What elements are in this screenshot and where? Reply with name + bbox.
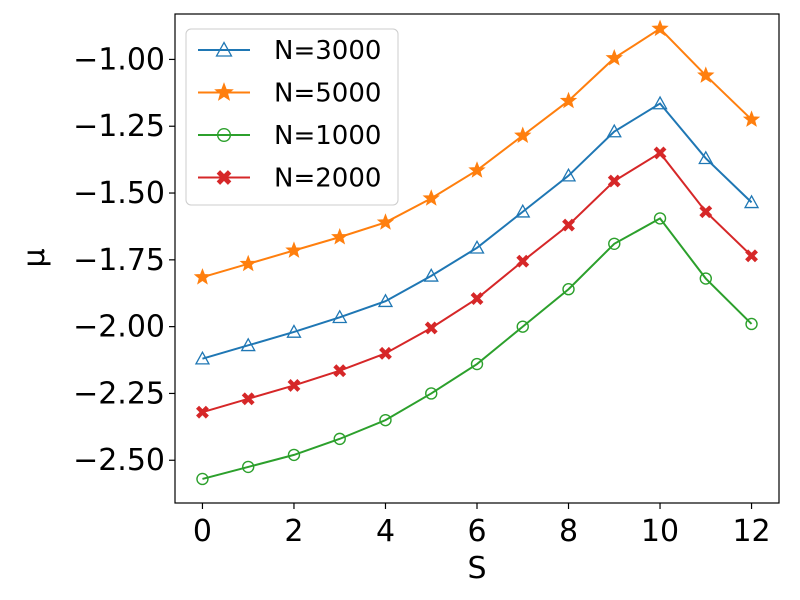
data-point bbox=[697, 66, 715, 83]
data-point bbox=[424, 321, 438, 335]
y-tick-label: −2.25 bbox=[73, 376, 165, 411]
y-tick-label: −2.50 bbox=[73, 443, 165, 478]
legend-item: N=3000 bbox=[198, 36, 381, 66]
legend-marker bbox=[214, 82, 234, 101]
legend-label: N=5000 bbox=[274, 79, 381, 109]
legend-marker bbox=[216, 127, 232, 143]
legend-item: N=2000 bbox=[198, 164, 381, 194]
data-point bbox=[516, 254, 530, 268]
data-point bbox=[652, 95, 668, 110]
legend-label: N=2000 bbox=[274, 164, 381, 194]
y-tick-label: −1.00 bbox=[73, 42, 165, 77]
ticks-layer: 0 2 4 6 8 10 12 −2.50 −2.25 −2.00 −1.75 −1.50 −1.25 −… bbox=[73, 42, 771, 549]
data-point bbox=[196, 405, 209, 419]
legend-marker bbox=[216, 170, 232, 185]
data-point bbox=[699, 272, 712, 285]
y-tick-label: −2.00 bbox=[73, 310, 165, 345]
legend-item: N=5000 bbox=[198, 79, 381, 109]
x-tick-label: 4 bbox=[376, 514, 395, 549]
data-point bbox=[515, 203, 531, 218]
series-n-3000 bbox=[194, 95, 760, 365]
data-point bbox=[286, 324, 302, 338]
data-point bbox=[422, 189, 440, 206]
data-point bbox=[379, 346, 392, 360]
data-point bbox=[653, 146, 667, 160]
data-point bbox=[742, 110, 761, 127]
y-tick-label: −1.75 bbox=[73, 243, 165, 278]
data-point bbox=[331, 227, 349, 245]
data-point bbox=[562, 283, 575, 296]
data-point bbox=[745, 317, 758, 331]
data-point bbox=[469, 239, 485, 254]
data-point bbox=[514, 126, 532, 143]
x-tick-label: 6 bbox=[467, 514, 486, 549]
data-point bbox=[606, 123, 622, 138]
data-point bbox=[423, 268, 439, 282]
data-point bbox=[470, 292, 484, 306]
data-point bbox=[516, 320, 529, 333]
data-point bbox=[745, 249, 758, 263]
series-n-1000 bbox=[196, 212, 758, 486]
series-layer bbox=[193, 19, 761, 486]
data-point bbox=[196, 472, 209, 486]
data-point bbox=[699, 205, 713, 219]
x-tick-label: 8 bbox=[559, 514, 578, 549]
data-point bbox=[287, 379, 301, 392]
legend-frame bbox=[185, 28, 399, 206]
data-point bbox=[333, 432, 346, 446]
y-tick-label: −1.25 bbox=[73, 109, 165, 144]
series-n-5000 bbox=[193, 19, 761, 285]
data-point bbox=[242, 460, 255, 474]
data-point bbox=[194, 350, 211, 365]
data-point bbox=[559, 91, 578, 109]
legend-label: N=1000 bbox=[274, 121, 381, 151]
data-point bbox=[607, 174, 621, 188]
series-line bbox=[202, 217, 753, 480]
x-tick-label: 10 bbox=[641, 514, 679, 549]
data-point bbox=[239, 254, 257, 272]
data-point bbox=[241, 392, 255, 406]
data-point bbox=[653, 212, 667, 225]
x-tick-label: 12 bbox=[732, 514, 770, 549]
x-tick-label: 0 bbox=[193, 514, 212, 549]
data-point bbox=[193, 268, 212, 285]
data-point bbox=[240, 337, 256, 352]
x-tick-label: 2 bbox=[284, 514, 303, 549]
data-point bbox=[651, 19, 669, 37]
data-point bbox=[470, 357, 484, 371]
data-point bbox=[562, 218, 575, 232]
data-point bbox=[698, 150, 714, 165]
y-axis-label: μ bbox=[17, 248, 52, 267]
data-point bbox=[743, 194, 760, 209]
data-point bbox=[560, 167, 577, 182]
y-tick-label: −1.50 bbox=[73, 176, 165, 211]
data-point bbox=[376, 213, 395, 230]
data-point bbox=[287, 448, 301, 462]
legend: N=3000 N=5000 N=1000 N=2000 bbox=[185, 28, 399, 206]
x-axis-label: S bbox=[467, 551, 486, 586]
data-point bbox=[425, 387, 438, 400]
data-point bbox=[605, 48, 623, 66]
data-point bbox=[285, 241, 303, 258]
legend-label: N=3000 bbox=[274, 36, 381, 66]
data-point bbox=[468, 161, 486, 178]
data-point bbox=[333, 364, 347, 378]
data-point bbox=[377, 293, 394, 308]
data-point bbox=[379, 413, 392, 427]
data-point bbox=[332, 309, 348, 324]
series-line bbox=[202, 102, 753, 360]
legend-marker bbox=[215, 41, 233, 57]
data-point bbox=[608, 237, 621, 251]
series-n-2000 bbox=[196, 146, 758, 419]
legend-item: N=1000 bbox=[198, 121, 381, 151]
